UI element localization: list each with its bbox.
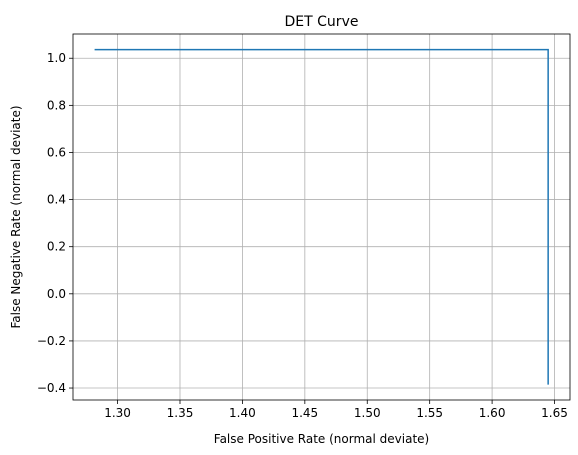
y-axis-label: False Negative Rate (normal deviate) (9, 105, 23, 328)
x-axis-label: False Positive Rate (normal deviate) (214, 432, 429, 446)
y-tick-label: 0.6 (47, 145, 66, 159)
x-tick-label: 1.30 (104, 406, 131, 420)
grid (73, 34, 570, 400)
x-tick-label: 1.40 (229, 406, 256, 420)
series-layer (94, 48, 549, 385)
plot-frame (72, 33, 571, 401)
y-tick-label: 0.8 (47, 98, 66, 112)
y-tick-label: 0.4 (47, 193, 66, 207)
x-tick-label: 1.35 (167, 406, 194, 420)
y-tick-label: 1.0 (47, 51, 66, 65)
y-tick-label: −0.4 (37, 381, 66, 395)
x-tick-label: 1.45 (291, 406, 318, 420)
y-axis-ticks: −0.4 −0.2 0.0 0.2 0.4 0.6 0.8 1.0 (37, 51, 73, 395)
x-tick-label: 1.65 (541, 406, 568, 420)
x-tick-label: 1.60 (479, 406, 506, 420)
det-curve-line (94, 48, 549, 385)
y-tick-label: 0.2 (47, 240, 66, 254)
y-tick-label: −0.2 (37, 334, 66, 348)
chart-title: DET Curve (285, 14, 359, 30)
x-axis-ticks: 1.30 1.35 1.40 1.45 1.50 1.55 1.60 1.65 (104, 400, 568, 420)
y-tick-label: 0.0 (47, 287, 66, 301)
x-tick-label: 1.50 (354, 406, 381, 420)
x-tick-label: 1.55 (416, 406, 443, 420)
